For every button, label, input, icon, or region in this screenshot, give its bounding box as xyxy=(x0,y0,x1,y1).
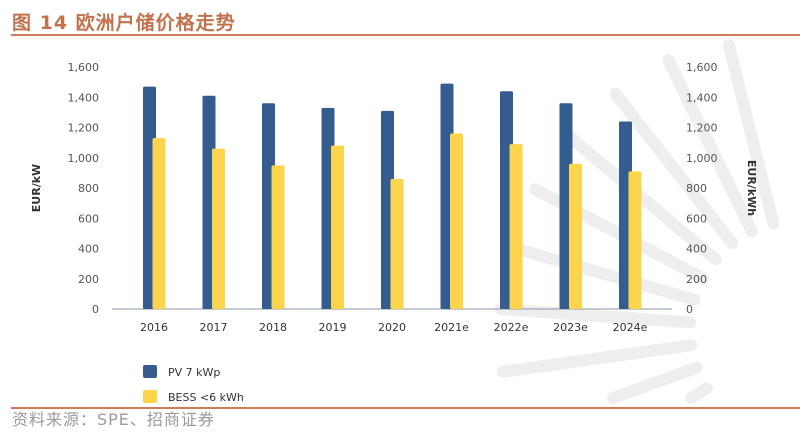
x-tick-label: 2017 xyxy=(200,321,228,334)
y-tick-left: 1,400 xyxy=(68,91,100,104)
x-tick-label: 2021e xyxy=(434,321,469,334)
bar-bess-2019 xyxy=(331,145,344,309)
background-ray xyxy=(494,303,697,329)
y-tick-left: 0 xyxy=(92,303,99,316)
y-tick-left: 800 xyxy=(78,182,99,195)
x-tick-label: 2024e xyxy=(613,321,648,334)
y-tick-right: 800 xyxy=(686,182,707,195)
y-tick-left: 1,200 xyxy=(68,122,100,135)
bar-bess-2017 xyxy=(212,148,225,309)
background-ray xyxy=(662,54,758,238)
source-divider xyxy=(11,407,800,409)
figure-title: 图 14 欧洲户储价格走势 xyxy=(12,12,236,34)
y-tick-left: 1,000 xyxy=(68,152,100,165)
x-tick-label: 2019 xyxy=(319,321,347,334)
legend-label: PV 7 kWp xyxy=(168,366,220,379)
y-tick-left: 600 xyxy=(78,212,99,225)
bar-bess-2016 xyxy=(152,138,166,309)
y-tick-left: 1,600 xyxy=(68,61,100,74)
y-tick-left: 400 xyxy=(78,243,99,256)
x-tick-label: 2016 xyxy=(140,321,168,334)
bar-bess-2020 xyxy=(390,178,404,309)
bar-bess-2023e xyxy=(569,163,582,309)
background-ray xyxy=(607,361,703,404)
y-tick-right: 400 xyxy=(686,243,707,256)
bar-bess-2024e xyxy=(628,171,642,309)
y-tick-left: 200 xyxy=(78,273,99,286)
x-tick-label: 2023e xyxy=(553,321,588,334)
background-ray xyxy=(505,241,701,306)
source-note: 资料来源：SPE、招商证券 xyxy=(12,410,215,429)
y-tick-right: 200 xyxy=(686,273,707,286)
x-tick-label: 2018 xyxy=(259,321,287,334)
bar-bess-2022e xyxy=(509,144,523,309)
y-axis-label-left: EUR/kW xyxy=(30,164,43,212)
y-tick-right: 1,600 xyxy=(686,61,718,74)
y-tick-right: 0 xyxy=(686,303,693,316)
legend-swatch xyxy=(143,390,157,403)
background-ray xyxy=(496,339,698,378)
y-tick-right: 1,200 xyxy=(686,122,718,135)
y-axis-label-right: EUR/kWh xyxy=(745,160,758,216)
legend-swatch xyxy=(143,365,157,378)
x-tick-label: 2020 xyxy=(378,321,406,334)
background-ray xyxy=(722,39,780,230)
y-tick-right: 600 xyxy=(686,212,707,225)
bar-chart: 0 0 200 200 400 400 600 600 800 800 1,000 1,000 1,20… xyxy=(30,39,780,404)
y-tick-right: 1,000 xyxy=(686,152,718,165)
bar-bess-2018 xyxy=(271,165,285,309)
title-divider xyxy=(11,34,800,36)
legend-label: BESS <6 kWh xyxy=(168,391,244,404)
background-ray xyxy=(609,87,739,250)
background-ray xyxy=(685,382,713,404)
y-tick-right: 1,400 xyxy=(686,91,718,104)
x-tick-label: 2022e xyxy=(494,321,529,334)
background-ray xyxy=(564,131,722,266)
bar-bess-2021e xyxy=(450,133,463,309)
